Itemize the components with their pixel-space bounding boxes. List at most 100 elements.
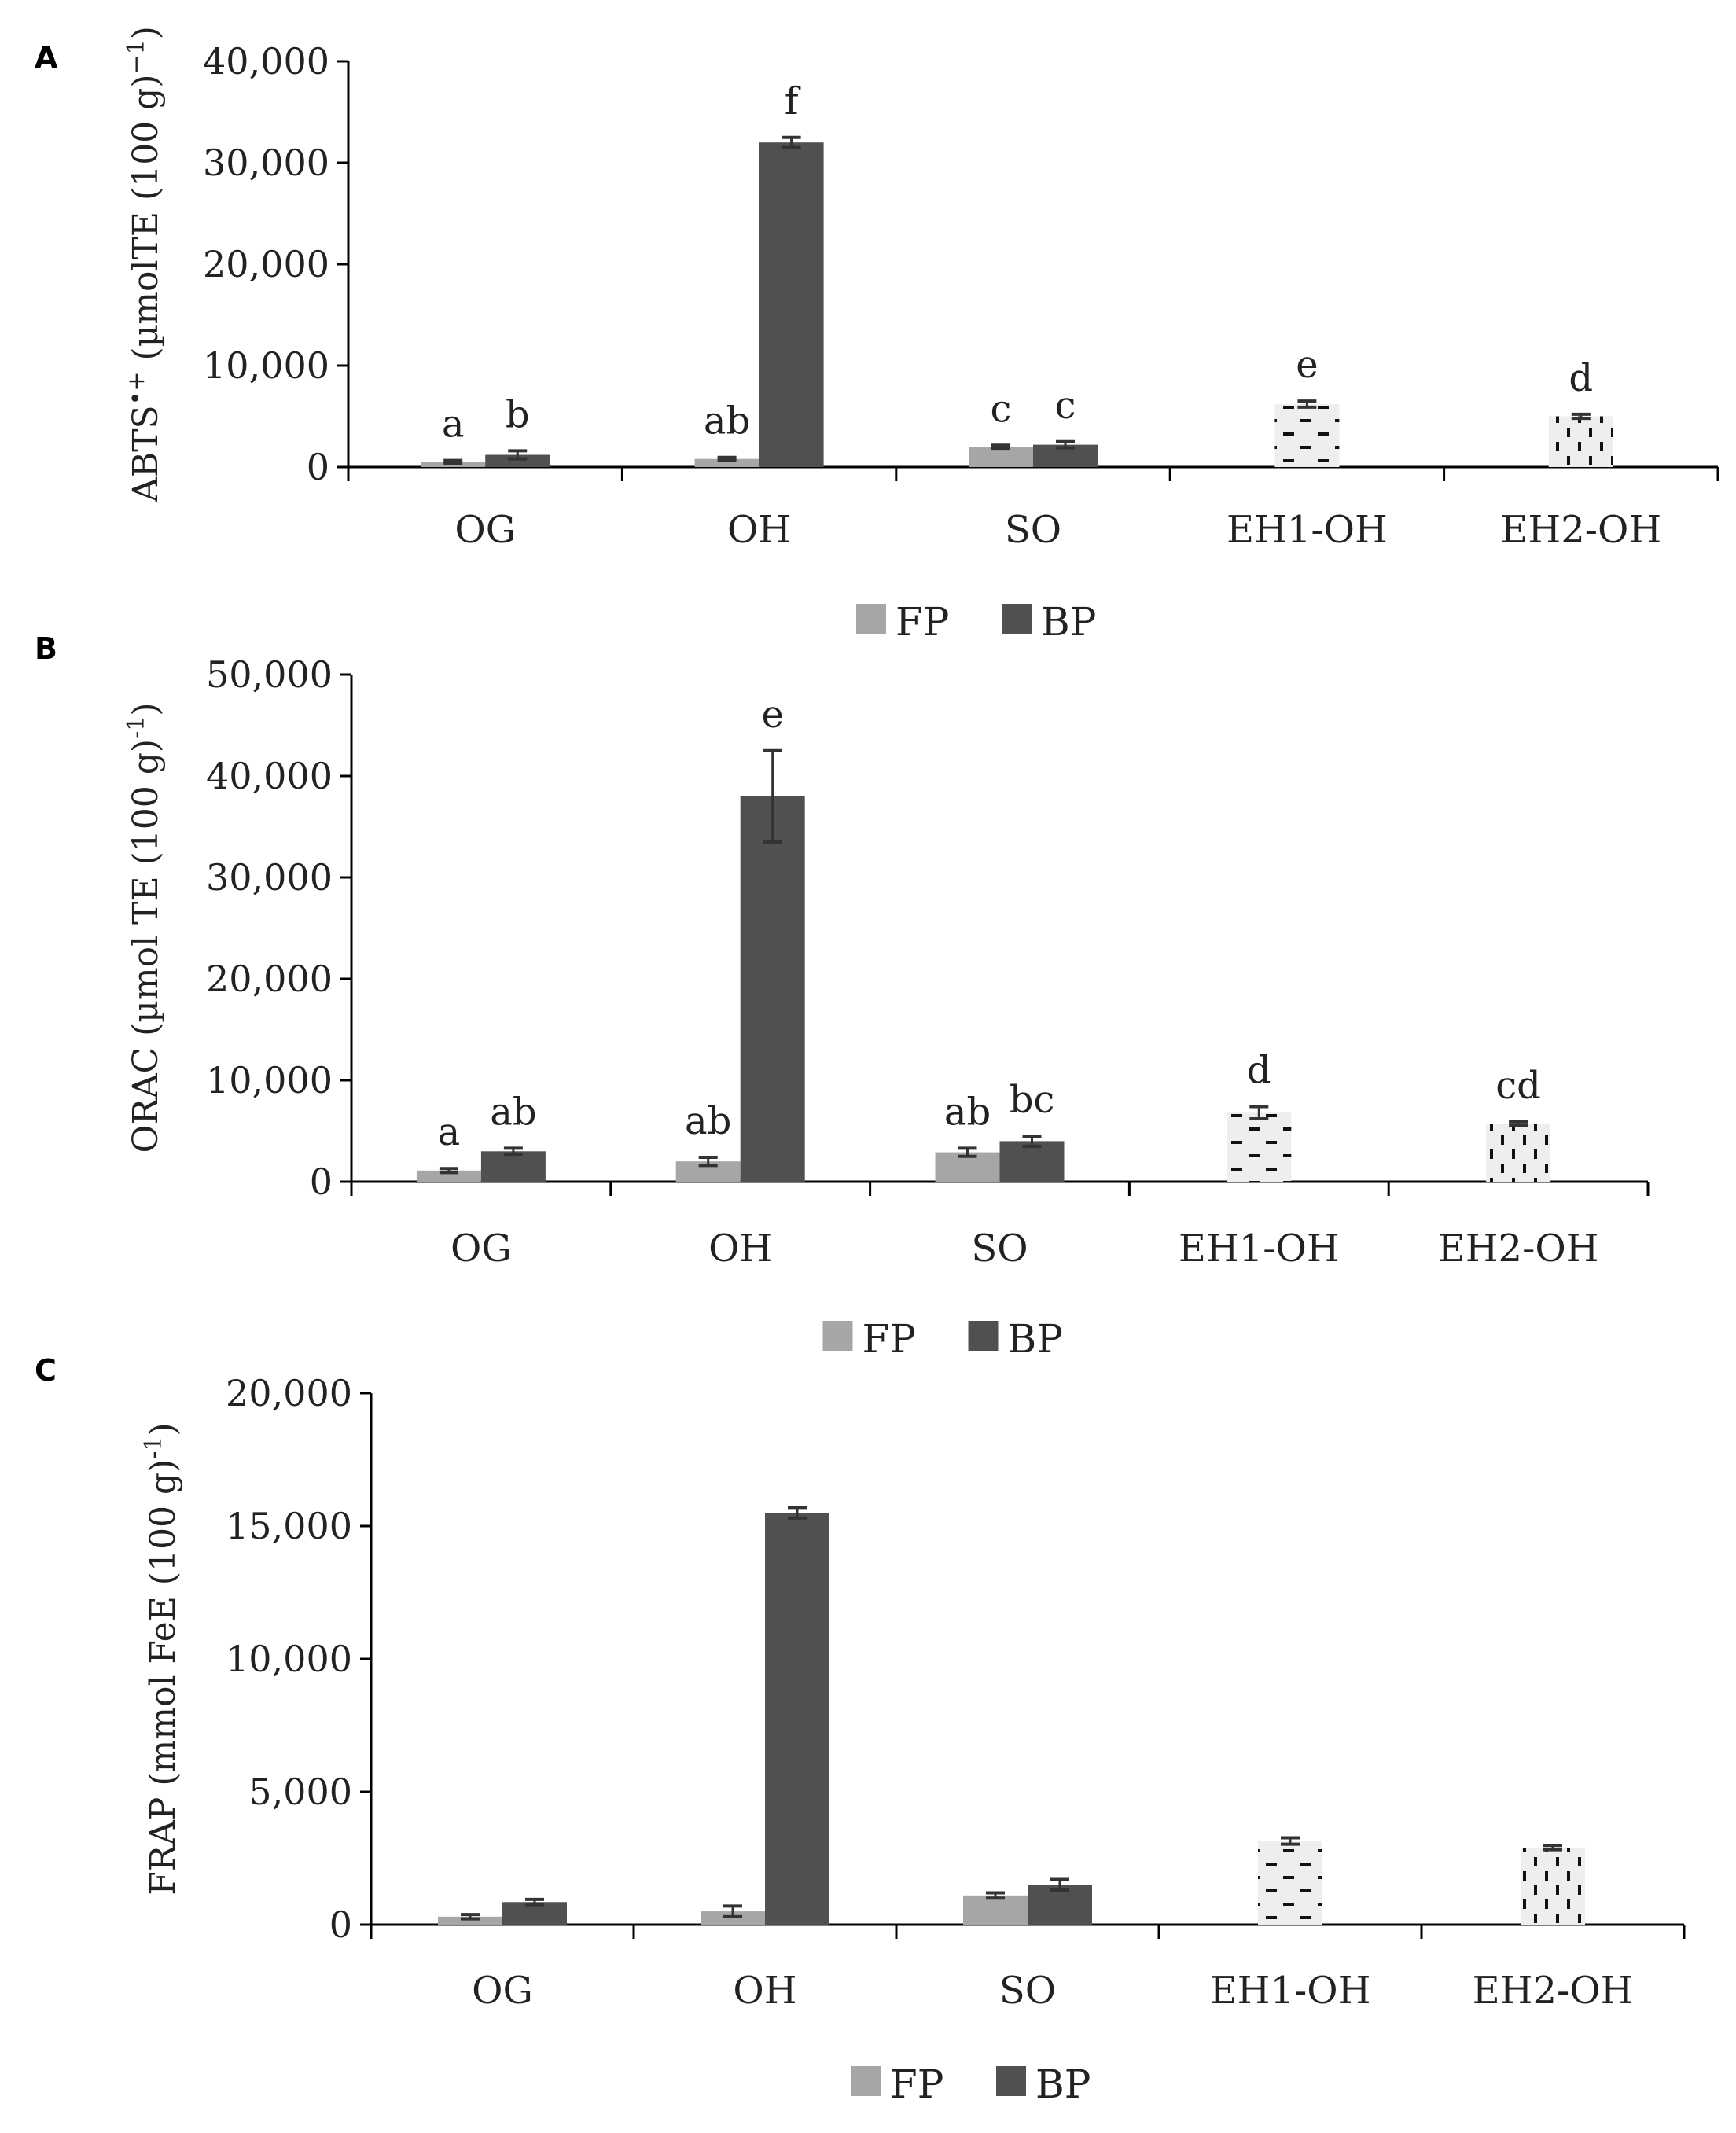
y-axis-label-superscript: •+ [123, 371, 150, 405]
y-tick-label: 40,000 [206, 755, 333, 797]
y-axis-label: ORAC (µmol TE (100 g)-1) [123, 703, 167, 1153]
panel-letter: B [35, 631, 57, 666]
legend-swatch-bp [1002, 604, 1032, 634]
bar-bp [999, 1141, 1065, 1182]
y-axis-label-end: ) [126, 703, 166, 716]
y-tick-label: 15,000 [226, 1505, 352, 1547]
significance-letter: bc [1010, 1078, 1055, 1122]
legend-label-fp: FP [896, 599, 949, 645]
significance-letter: a [442, 403, 465, 447]
legend-swatch-fp [822, 1321, 853, 1351]
y-axis-label-main: ABTS [126, 405, 166, 503]
legend: FP BP [822, 1316, 1063, 1362]
chart-panel-c: C 0 5,000 10,000 15,000 20,000 OG OH SO EH1-OH EH2… [35, 1353, 1686, 2107]
y-tick-label: 30,000 [203, 142, 329, 184]
significance-letter: e [1296, 343, 1318, 387]
x-tick-label: SO [971, 1226, 1028, 1271]
y-axis-label-end: ) [126, 26, 166, 39]
y-tick-label: 10,000 [226, 1638, 352, 1680]
x-tick-label: EH1-OH [1210, 1969, 1371, 2013]
y-axis-label-main: ORAC (µmol TE (100 g) [126, 739, 166, 1153]
x-tick-label: OH [708, 1226, 772, 1271]
y-tick-label: 50,000 [206, 653, 333, 696]
legend-swatch-fp [856, 604, 886, 634]
significance-letter: ab [704, 399, 750, 443]
y-tick-label: 5,000 [248, 1771, 352, 1813]
x-tick-label: EH2-OH [1473, 1969, 1634, 2013]
bar-pattern [1258, 1841, 1322, 1925]
y-axis-label-end: ) [143, 1422, 183, 1436]
x-tick-label: OG [454, 508, 516, 552]
bar-pattern [1548, 416, 1613, 467]
bar-pattern [1274, 404, 1340, 467]
significance-letter: e [761, 693, 783, 737]
bar-pattern [1227, 1112, 1292, 1182]
legend-swatch-bp [996, 2066, 1026, 2096]
legend-label-bp: BP [1008, 1316, 1063, 1362]
x-tick-label: EH1-OH [1179, 1226, 1340, 1271]
y-tick-label: 20,000 [203, 243, 329, 285]
x-tick-label: EH2-OH [1500, 508, 1661, 552]
bar-fp [969, 447, 1033, 467]
y-tick-label: 30,000 [206, 856, 333, 899]
x-tick-label: OG [451, 1226, 512, 1271]
significance-letter: d [1247, 1049, 1271, 1093]
bar-bp [485, 454, 550, 467]
y-axis-label-superscript: -1 [140, 1436, 167, 1459]
bar-bp [740, 796, 805, 1182]
significance-letter: ab [944, 1090, 991, 1134]
significance-letter: b [506, 392, 530, 436]
significance-letter: f [785, 79, 801, 123]
bar-fp [438, 1916, 502, 1925]
y-tick-label: 0 [307, 446, 329, 488]
y-tick-label: 0 [310, 1160, 333, 1203]
significance-letter: cd [1495, 1064, 1541, 1108]
x-tick-label: OG [472, 1969, 533, 2013]
x-tick-label: OH [733, 1969, 796, 2013]
y-axis-label-superscript: -1 [123, 716, 150, 739]
bar-bp [480, 1151, 546, 1182]
bar-pattern [1521, 1847, 1585, 1925]
y-axis-label: ABTS•+ (µmolTE (100 g)−1) [123, 26, 167, 503]
legend-swatch-bp [968, 1321, 999, 1351]
x-tick-label: SO [999, 1969, 1056, 2013]
y-axis-label-main: FRAP (mmol FeE (100 g) [143, 1459, 183, 1896]
bar-bp [765, 1513, 829, 1925]
y-axis-label-superscript: −1 [123, 39, 150, 74]
panel-letter: A [35, 40, 58, 75]
y-tick-label: 20,000 [206, 958, 333, 1000]
x-tick-label: OH [727, 508, 791, 552]
significance-letter: c [1055, 384, 1076, 428]
y-tick-label: 0 [329, 1903, 352, 1946]
y-tick-label: 20,000 [226, 1372, 352, 1414]
legend-label-fp: FP [862, 1316, 916, 1362]
significance-letter: c [991, 387, 1012, 431]
legend: FP BP [856, 599, 1096, 645]
legend-label-bp: BP [1035, 2061, 1091, 2107]
x-tick-label: SO [1005, 508, 1061, 552]
bar-fp [963, 1895, 1028, 1925]
legend: FP BP [851, 2061, 1091, 2107]
panel-letter: C [35, 1353, 57, 1388]
bar-fp [694, 458, 760, 467]
x-tick-label: EH1-OH [1227, 508, 1388, 552]
chart-panel-b: B 0 10,000 20,000 30,000 40,000 50,000 OG OH SO EH… [35, 631, 1650, 1362]
y-axis-label: FRAP (mmol FeE (100 g)-1) [140, 1422, 184, 1895]
legend-label-fp: FP [890, 2061, 943, 2107]
y-tick-label: 10,000 [203, 344, 329, 387]
bar-bp [759, 142, 824, 467]
y-tick-label: 40,000 [203, 40, 329, 83]
significance-letter: ab [685, 1099, 731, 1143]
chart-panel-a: A 0 10,000 20,000 30,000 40,000 OG OH SO EH1-OH EH… [35, 26, 1719, 645]
significance-letter: d [1569, 356, 1593, 400]
x-tick-label: EH2-OH [1438, 1226, 1599, 1271]
bar-pattern [1486, 1124, 1551, 1182]
y-tick-label: 10,000 [206, 1059, 333, 1101]
significance-letter: ab [490, 1090, 536, 1134]
legend-swatch-fp [851, 2066, 881, 2096]
legend-label-bp: BP [1041, 599, 1096, 645]
y-axis-label-mid: (µmolTE (100 g) [126, 75, 166, 372]
significance-letter: a [438, 1110, 461, 1154]
bar-fp [416, 1170, 481, 1182]
